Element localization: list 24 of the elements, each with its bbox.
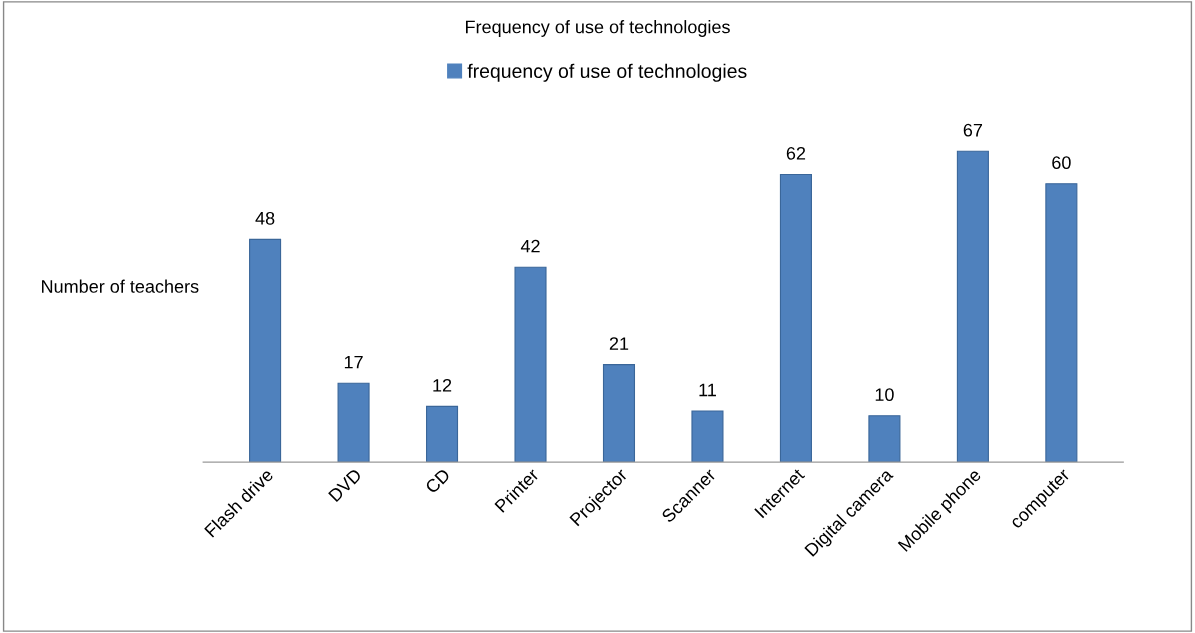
chart-title: Frequency of use of technologies bbox=[466, 20, 730, 37]
bar bbox=[425, 405, 459, 463]
data-label: 11 bbox=[699, 383, 716, 397]
legend-label: frequency of use of technologies bbox=[467, 63, 747, 82]
data-label: 42 bbox=[520, 239, 540, 253]
y-axis-title: Number of teachers bbox=[42, 279, 199, 293]
bar bbox=[514, 266, 547, 463]
bar bbox=[956, 150, 989, 463]
bar bbox=[779, 173, 812, 463]
data-label: 62 bbox=[786, 146, 806, 160]
bar bbox=[602, 364, 636, 463]
data-label: 12 bbox=[433, 378, 452, 392]
bar bbox=[337, 382, 370, 463]
bar bbox=[1045, 183, 1078, 463]
data-label: 10 bbox=[875, 388, 894, 402]
bar bbox=[249, 238, 282, 463]
x-tick-label: CD bbox=[424, 467, 451, 495]
data-label: 17 bbox=[344, 355, 363, 369]
bar bbox=[868, 415, 901, 463]
data-label: 67 bbox=[963, 123, 983, 137]
data-label: 60 bbox=[1052, 156, 1071, 170]
data-label: 21 bbox=[609, 337, 629, 350]
bar bbox=[691, 410, 724, 463]
data-label: 48 bbox=[255, 211, 275, 225]
